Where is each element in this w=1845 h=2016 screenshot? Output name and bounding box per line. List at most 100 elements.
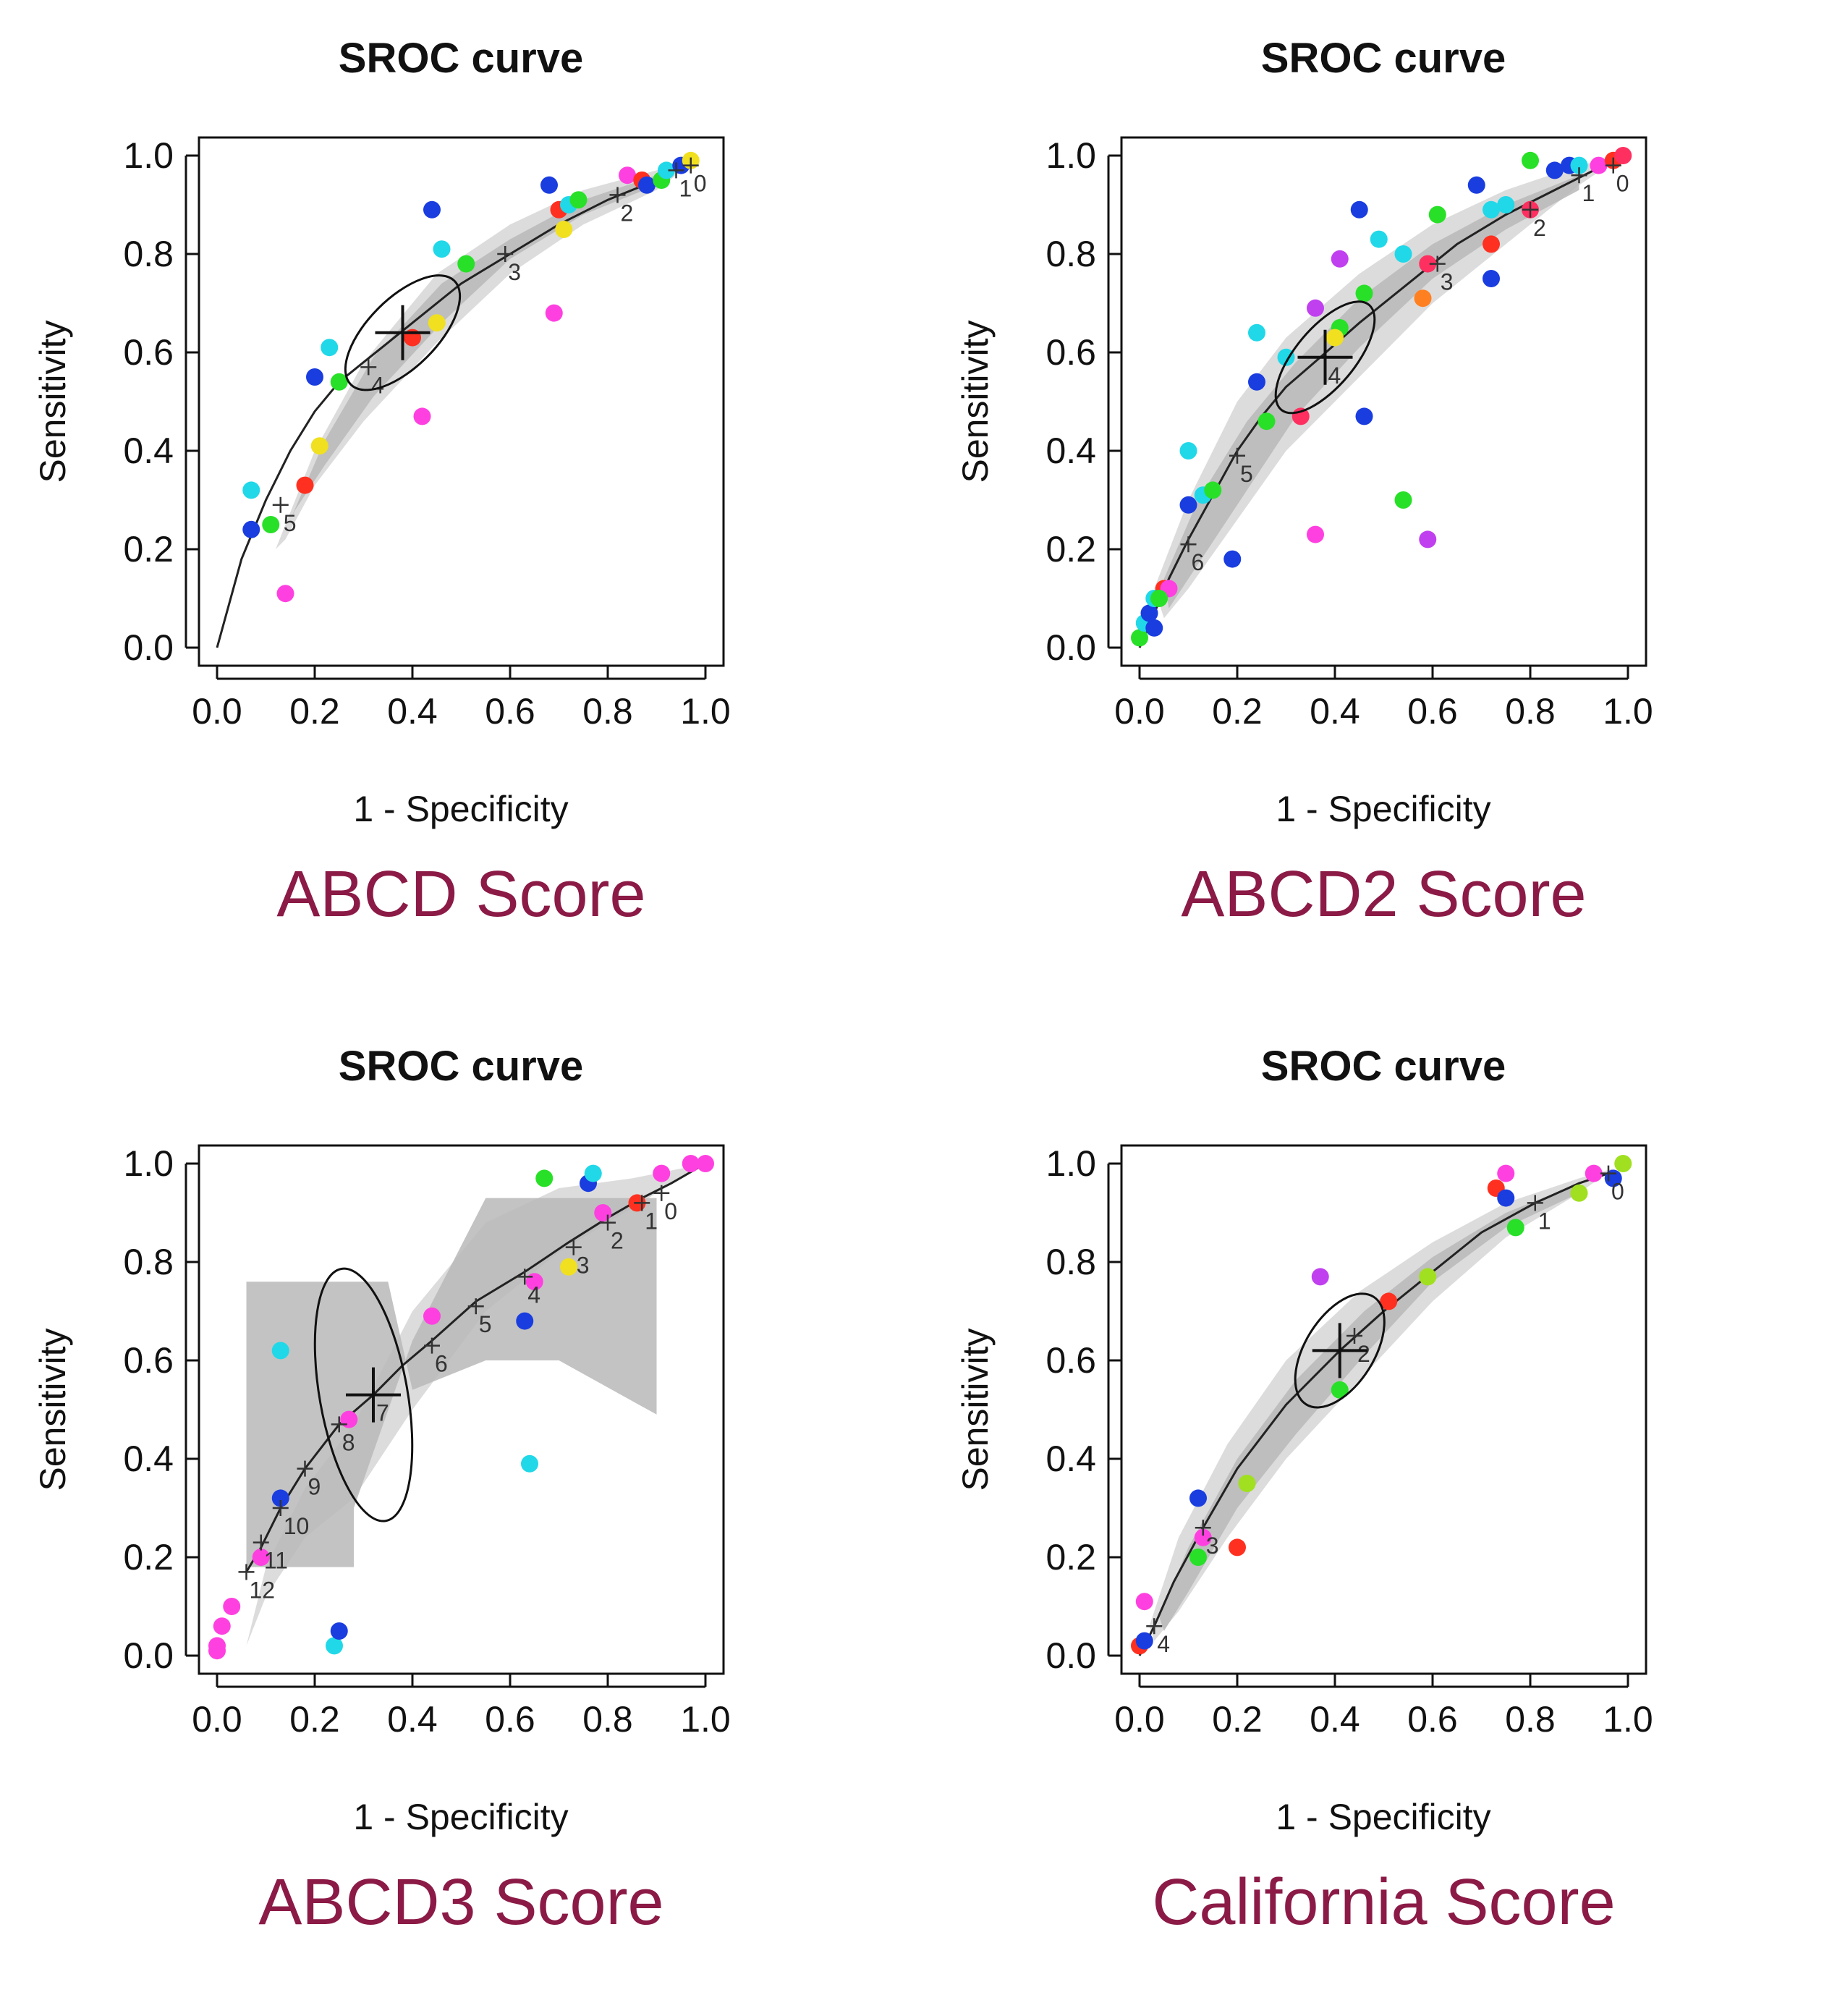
chart-caption: ABCD3 Score (258, 1866, 664, 1939)
cutpoint-label: 2 (621, 200, 634, 226)
chart-title: SROC curve (339, 35, 583, 82)
cutpoint-label: 0 (694, 171, 707, 197)
study-point (428, 314, 446, 332)
study-point (1179, 496, 1197, 514)
y-axis-label: Sensitivity (955, 320, 996, 483)
prediction-region (1149, 1168, 1613, 1641)
study-point (1135, 1593, 1153, 1611)
cutpoint-marker (297, 1460, 313, 1477)
cutpoint-label: 5 (479, 1311, 492, 1337)
x-tick-label: 0.2 (1212, 691, 1263, 732)
x-tick-label: 0.8 (582, 1699, 633, 1740)
study-point (1229, 1538, 1246, 1557)
study-point (1248, 323, 1265, 342)
cutpoint-label: 6 (435, 1351, 448, 1377)
cutpoint-label: 3 (577, 1253, 590, 1279)
cutpoint-label: 7 (376, 1400, 389, 1426)
study-point (1394, 491, 1412, 509)
study-point (1614, 1155, 1632, 1172)
study-point (1483, 200, 1500, 219)
sroc-chart: SROC curve 0.0 0.2 0.4 0.6 0.8 1.0 0.0 0.2 0.4 0.6… (33, 1043, 731, 1837)
study-point (276, 585, 294, 603)
study-point (1204, 481, 1222, 499)
study-point (545, 304, 563, 322)
chart-title: SROC curve (339, 1043, 583, 1090)
study-point (619, 166, 636, 185)
confidence-region (290, 175, 657, 520)
chart-caption: California Score (1152, 1866, 1616, 1939)
cutpoint-marker (634, 1195, 650, 1211)
study-point (1355, 284, 1373, 302)
study-point (1497, 1189, 1515, 1207)
x-tick-label: 0.4 (387, 1699, 438, 1740)
cutpoint-marker (238, 1564, 255, 1580)
y-tick-label: 0.2 (123, 1537, 174, 1577)
sroc-curve-line (1138, 1172, 1609, 1656)
study-point (423, 1307, 441, 1325)
x-tick-label: 1.0 (680, 691, 731, 732)
study-point (433, 240, 451, 258)
study-point (653, 1164, 671, 1182)
y-tick-label: 0.2 (1046, 1537, 1096, 1577)
study-point (1189, 1549, 1207, 1566)
cutpoint-marker (1146, 1618, 1163, 1635)
x-axis-label: 1 - Specificity (1276, 789, 1490, 829)
y-tick-label: 1.0 (1046, 1143, 1096, 1184)
cutpoint-label: 10 (284, 1513, 310, 1539)
y-tick-label: 0.6 (1046, 332, 1096, 373)
study-point (1238, 1475, 1256, 1492)
y-tick-label: 1.0 (123, 135, 174, 176)
y-tick-label: 0.4 (123, 431, 174, 471)
study-point (252, 1549, 270, 1566)
study-point (1189, 1489, 1207, 1507)
cutpoint-label: 6 (1192, 549, 1205, 575)
x-axis-label: 1 - Specificity (353, 1797, 568, 1837)
cutpoint-label: 4 (1328, 363, 1341, 389)
study-point (1419, 1268, 1437, 1286)
cutpoint-marker (272, 496, 289, 513)
y-tick-label: 0.6 (123, 1340, 174, 1381)
y-tick-label: 1.0 (123, 1143, 174, 1184)
x-tick-label: 0.0 (1114, 691, 1165, 732)
x-tick-label: 0.6 (1407, 1699, 1458, 1740)
cutpoint-label: 1 (645, 1208, 658, 1234)
study-point (1311, 1268, 1329, 1286)
cutpoint-marker (609, 187, 626, 203)
study-point (697, 1155, 714, 1172)
x-tick-label: 0.0 (1114, 1699, 1165, 1740)
chart-panel-abcd2: SROC curve 0.0 0.2 0.4 0.6 0.8 1.0 0.0 0.2 0.4 0.6… (922, 0, 1845, 1008)
cutpoint-marker (1346, 1328, 1362, 1344)
y-tick-label: 0.0 (123, 627, 174, 668)
cutpoint-label: 0 (1616, 171, 1629, 197)
cutpoint-marker (1429, 255, 1446, 272)
y-tick-label: 0.8 (1046, 1242, 1096, 1282)
study-point (1248, 373, 1265, 391)
y-tick-label: 0.8 (1046, 234, 1096, 274)
study-point (1570, 156, 1588, 174)
cutpoint-label: 4 (527, 1282, 540, 1308)
study-point (1590, 156, 1608, 174)
cutpoint-label: 11 (264, 1548, 288, 1574)
study-point (423, 200, 441, 219)
x-axis-label: 1 - Specificity (1276, 1797, 1490, 1837)
study-point (540, 176, 558, 194)
study-point (1497, 196, 1515, 213)
study-point (682, 1155, 700, 1172)
y-tick-label: 0.6 (123, 332, 174, 373)
cutpoint-marker (653, 1185, 670, 1201)
study-point (560, 1258, 577, 1276)
study-point (306, 368, 323, 386)
study-point (569, 191, 588, 209)
study-point (1419, 530, 1437, 549)
x-tick-label: 0.8 (1505, 691, 1556, 732)
y-axis-label: Sensitivity (33, 320, 73, 483)
cutpoint-marker (1180, 536, 1197, 553)
cutpoint-label: 2 (1357, 1341, 1370, 1367)
cutpoint-label: 2 (611, 1228, 624, 1254)
x-tick-label: 0.2 (289, 691, 340, 732)
y-tick-label: 0.0 (1046, 1635, 1096, 1676)
cutpoint-marker (1571, 167, 1587, 184)
x-tick-label: 0.6 (1407, 691, 1458, 732)
study-point (1394, 245, 1412, 263)
study-point (1179, 442, 1197, 459)
